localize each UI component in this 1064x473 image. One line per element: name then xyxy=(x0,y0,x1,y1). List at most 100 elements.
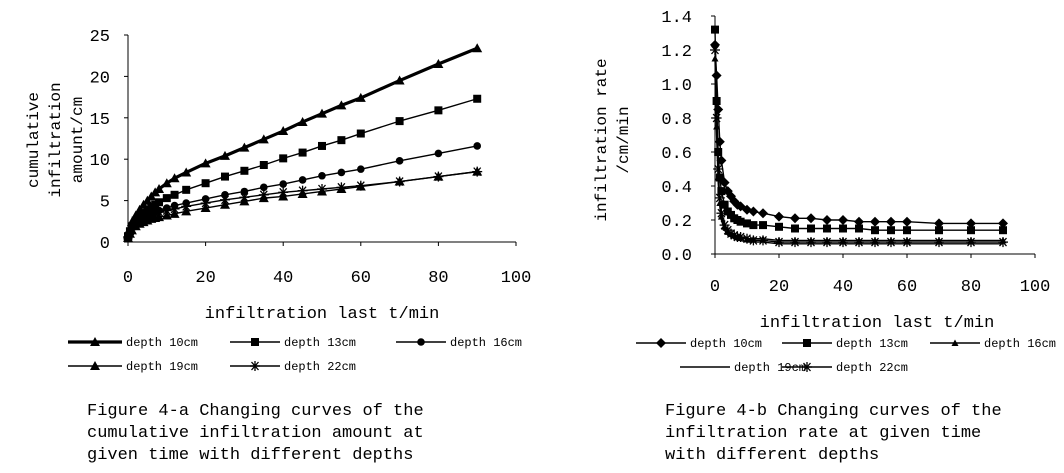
data-point xyxy=(337,136,346,145)
data-point xyxy=(169,203,180,214)
data-point xyxy=(759,221,767,230)
data-point xyxy=(472,43,483,53)
data-point xyxy=(154,184,165,194)
series-line xyxy=(714,29,1003,231)
y-tick-label: 1.4 xyxy=(661,9,692,28)
y-axis-label: cumulative xyxy=(25,92,43,188)
legend-label: depth 13cm xyxy=(836,337,908,351)
legend-item: depth 19cm xyxy=(680,361,806,375)
data-point xyxy=(278,126,289,136)
data-point xyxy=(749,221,758,230)
data-point xyxy=(394,75,405,85)
data-point xyxy=(278,187,289,198)
data-point xyxy=(155,198,164,207)
data-point xyxy=(395,117,404,126)
data-point xyxy=(966,218,976,229)
y-tick-label: 0.4 xyxy=(661,179,692,198)
y-tick-label: 5 xyxy=(100,194,110,213)
series-depth-13cm xyxy=(124,94,482,241)
y-tick-label: 20 xyxy=(90,69,110,88)
legend-label: depth 22cm xyxy=(284,360,356,374)
x-tick-label: 60 xyxy=(897,278,917,297)
data-point xyxy=(886,216,896,227)
data-point xyxy=(720,200,729,209)
data-point xyxy=(297,185,308,196)
legend-label: depth 16cm xyxy=(450,336,522,350)
data-point xyxy=(714,192,725,203)
series-line xyxy=(714,44,1003,225)
data-point xyxy=(473,142,482,150)
legend-item: depth 13cm xyxy=(782,337,908,351)
data-point xyxy=(297,116,308,126)
data-point xyxy=(934,237,944,248)
data-point xyxy=(775,222,783,231)
x-tick-label: 40 xyxy=(833,278,853,297)
data-point xyxy=(357,165,365,173)
data-point xyxy=(298,176,307,184)
data-point xyxy=(998,237,1008,248)
data-point xyxy=(887,226,895,235)
series-depth-10cm xyxy=(710,39,1008,229)
legend-item: depth 16cm xyxy=(930,337,1056,351)
data-point xyxy=(790,237,800,248)
data-point xyxy=(871,226,879,235)
data-point xyxy=(713,164,724,174)
data-point xyxy=(735,232,746,242)
data-point xyxy=(791,224,799,233)
data-point xyxy=(200,158,211,168)
legend-item: depth 13cm xyxy=(230,336,356,350)
data-point xyxy=(711,113,722,123)
data-point xyxy=(259,160,268,169)
data-point xyxy=(774,237,784,248)
data-point xyxy=(854,216,864,227)
x-tick-label: 100 xyxy=(1020,278,1051,297)
data-point xyxy=(433,171,444,182)
legend-item: depth 19cm xyxy=(68,360,198,374)
data-point xyxy=(748,206,759,217)
data-point xyxy=(317,108,327,118)
figure-4b-caption: Figure 4-b Changing curves of the infilt… xyxy=(665,402,1002,465)
y-tick-label: 0.2 xyxy=(661,213,692,232)
data-point xyxy=(472,166,483,177)
series-depth-10cm xyxy=(123,43,483,240)
x-tick-label: 20 xyxy=(195,269,215,288)
y-axis-label: infiltration xyxy=(47,82,65,197)
data-point xyxy=(902,216,912,227)
y-axis-label: infiltration rate xyxy=(593,58,611,221)
data-point xyxy=(998,218,1008,229)
data-point xyxy=(201,179,210,188)
data-point xyxy=(790,213,800,224)
data-point xyxy=(870,216,880,227)
legend-label: depth 19cm xyxy=(734,361,806,375)
data-point xyxy=(822,215,832,225)
data-point xyxy=(123,232,133,243)
x-tick-label: 100 xyxy=(501,269,532,288)
data-point xyxy=(240,166,249,175)
data-point xyxy=(161,205,172,216)
x-axis-label: infiltration last t/min xyxy=(760,314,995,333)
y-axis-label: amount/cm xyxy=(69,97,87,183)
y-tick-label: 0 xyxy=(100,235,110,254)
data-point xyxy=(934,218,944,229)
legend-label: depth 10cm xyxy=(690,337,762,351)
legend-marker xyxy=(417,338,425,346)
data-point xyxy=(839,224,847,233)
x-tick-label: 80 xyxy=(961,278,981,297)
data-point xyxy=(182,185,191,194)
data-point xyxy=(298,148,307,157)
data-point xyxy=(774,211,784,222)
y-tick-label: 1.0 xyxy=(661,77,692,96)
data-point xyxy=(748,235,759,246)
data-point xyxy=(823,224,831,233)
legend-item: depth 16cm xyxy=(396,336,522,350)
data-point xyxy=(999,226,1007,235)
data-point xyxy=(473,94,482,103)
series-depth-22cm xyxy=(710,45,1008,248)
y-tick-label: 25 xyxy=(90,28,110,47)
legend-marker xyxy=(90,361,100,370)
data-point xyxy=(239,142,250,152)
legend-item: depth 10cm xyxy=(68,336,198,350)
data-point xyxy=(181,167,192,177)
data-point xyxy=(336,100,347,110)
